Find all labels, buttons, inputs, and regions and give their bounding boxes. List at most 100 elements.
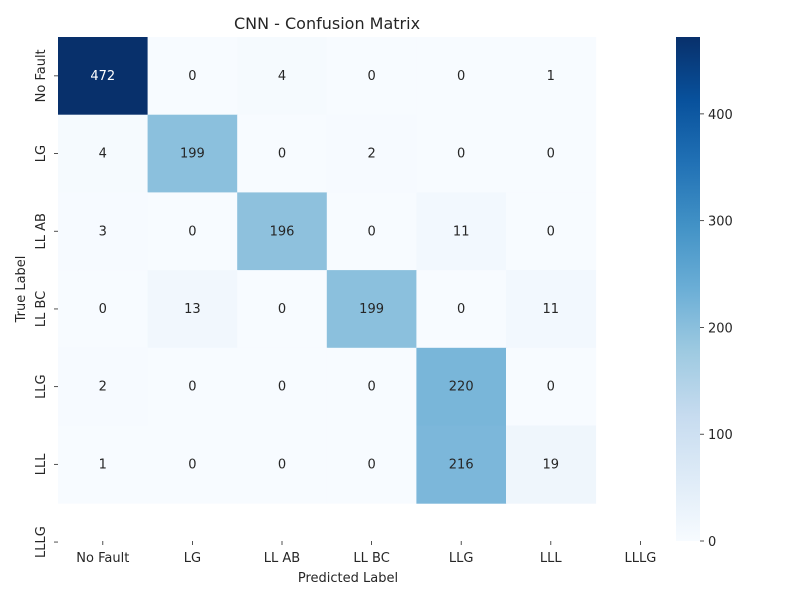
cell-value: 0 — [367, 224, 375, 239]
heatmap-cell — [237, 347, 328, 426]
cell-value: 0 — [547, 380, 555, 395]
cell-value: 13 — [184, 302, 201, 317]
heatmap-cells — [58, 37, 597, 504]
heatmap-cell — [416, 114, 507, 193]
cell-value: 0 — [367, 457, 375, 472]
heatmap-cell — [326, 192, 417, 271]
heatmap-cell — [326, 425, 417, 504]
y-axis-label: True Label — [14, 256, 29, 324]
cell-value: 4 — [99, 147, 107, 162]
heatmap-cell — [326, 37, 417, 116]
y-tick-label: LL BC — [34, 291, 49, 327]
cell-value: 0 — [188, 224, 196, 239]
cell-value: 0 — [188, 380, 196, 395]
colorbar — [676, 37, 700, 541]
y-tick-label: No Fault — [34, 49, 49, 102]
heatmap-cell — [237, 114, 328, 193]
cell-value: 11 — [453, 224, 470, 239]
heatmap-cell — [416, 425, 507, 504]
cell-value: 0 — [547, 224, 555, 239]
cell-value: 4 — [278, 69, 286, 84]
cell-value: 0 — [278, 457, 286, 472]
cell-value: 19 — [543, 457, 560, 472]
y-tick-label: LLG — [34, 374, 49, 399]
heatmap-cell — [147, 270, 238, 349]
x-axis: No Fault LG LL AB LL BC LLG LLL LLLG — [76, 541, 656, 566]
heatmap-cell — [416, 347, 507, 426]
heatmap-cell — [147, 192, 238, 271]
heatmap-cell-labels: 472 0 4 0 0 1 4 199 0 2 0 0 3 0 196 0 11 0 0 13 0 199 0 11 2 0 0 0 2… — [90, 69, 559, 473]
cell-value: 0 — [278, 147, 286, 162]
heatmap-cell — [416, 192, 507, 271]
colorbar-tick-label: 200 — [708, 321, 733, 336]
x-tick-label: No Fault — [76, 551, 129, 566]
heatmap-cell — [416, 270, 507, 349]
cell-value: 0 — [547, 147, 555, 162]
heatmap-cell — [58, 192, 149, 271]
x-tick-label: LG — [184, 551, 201, 566]
cell-value: 1 — [99, 457, 107, 472]
cell-value: 216 — [449, 457, 474, 472]
cell-value: 0 — [367, 69, 375, 84]
heatmap-cell — [147, 37, 238, 116]
colorbar-axis: 0 100 200 300 400 — [700, 108, 733, 550]
heatmap-cell — [416, 37, 507, 116]
heatmap-cell — [58, 270, 149, 349]
colorbar-tick-label: 0 — [708, 535, 716, 550]
cell-value: 2 — [367, 147, 375, 162]
cell-value: 2 — [99, 380, 107, 395]
heatmap-cell — [506, 425, 597, 504]
colorbar-tick-label: 100 — [708, 428, 733, 443]
cell-value: 0 — [367, 380, 375, 395]
heatmap-cell — [237, 37, 328, 116]
cell-value: 196 — [270, 224, 295, 239]
heatmap-cell — [237, 425, 328, 504]
cell-value: 0 — [457, 147, 465, 162]
heatmap-cell — [506, 37, 597, 116]
heatmap-cell — [326, 114, 417, 193]
cell-value: 11 — [543, 302, 560, 317]
y-tick-label: LL AB — [34, 213, 49, 249]
x-tick-label: LLL — [540, 551, 562, 566]
cell-value: 1 — [547, 69, 555, 84]
y-tick-label: LLLG — [34, 526, 49, 558]
x-tick-label: LL AB — [264, 551, 300, 566]
x-tick-label: LL BC — [353, 551, 389, 566]
heatmap-cell — [58, 37, 149, 116]
heatmap-cell — [237, 192, 328, 271]
cell-value: 0 — [188, 457, 196, 472]
heatmap-cell — [326, 270, 417, 349]
heatmap-cell — [58, 425, 149, 504]
heatmap-cell — [506, 114, 597, 193]
cell-value: 220 — [449, 380, 474, 395]
x-axis-label: Predicted Label — [298, 571, 398, 586]
x-tick-label: LLG — [449, 551, 474, 566]
cell-value: 199 — [359, 302, 384, 317]
heatmap-cell — [147, 114, 238, 193]
cell-value: 0 — [278, 302, 286, 317]
cell-value: 199 — [180, 147, 205, 162]
heatmap-cell — [326, 347, 417, 426]
heatmap-cell — [58, 347, 149, 426]
cell-value: 0 — [188, 69, 196, 84]
cell-value: 472 — [90, 69, 115, 84]
heatmap-cell — [237, 270, 328, 349]
cell-value: 0 — [278, 380, 286, 395]
chart-title: CNN - Confusion Matrix — [234, 14, 420, 33]
y-tick-label: LG — [34, 145, 49, 162]
x-tick-label: LLLG — [624, 551, 656, 566]
y-axis: No Fault LG LL AB LL BC LLG LLL LLLG — [34, 49, 58, 558]
heatmap-cell — [506, 347, 597, 426]
heatmap-cell — [506, 270, 597, 349]
heatmap-cell — [58, 114, 149, 193]
heatmap-cell — [147, 425, 238, 504]
cell-value: 0 — [457, 69, 465, 84]
cell-value: 0 — [457, 302, 465, 317]
colorbar-tick-label: 300 — [708, 215, 733, 230]
cell-value: 3 — [99, 224, 107, 239]
heatmap-cell — [147, 347, 238, 426]
cell-value: 0 — [99, 302, 107, 317]
y-tick-label: LLL — [34, 453, 49, 475]
colorbar-tick-label: 400 — [708, 108, 733, 123]
